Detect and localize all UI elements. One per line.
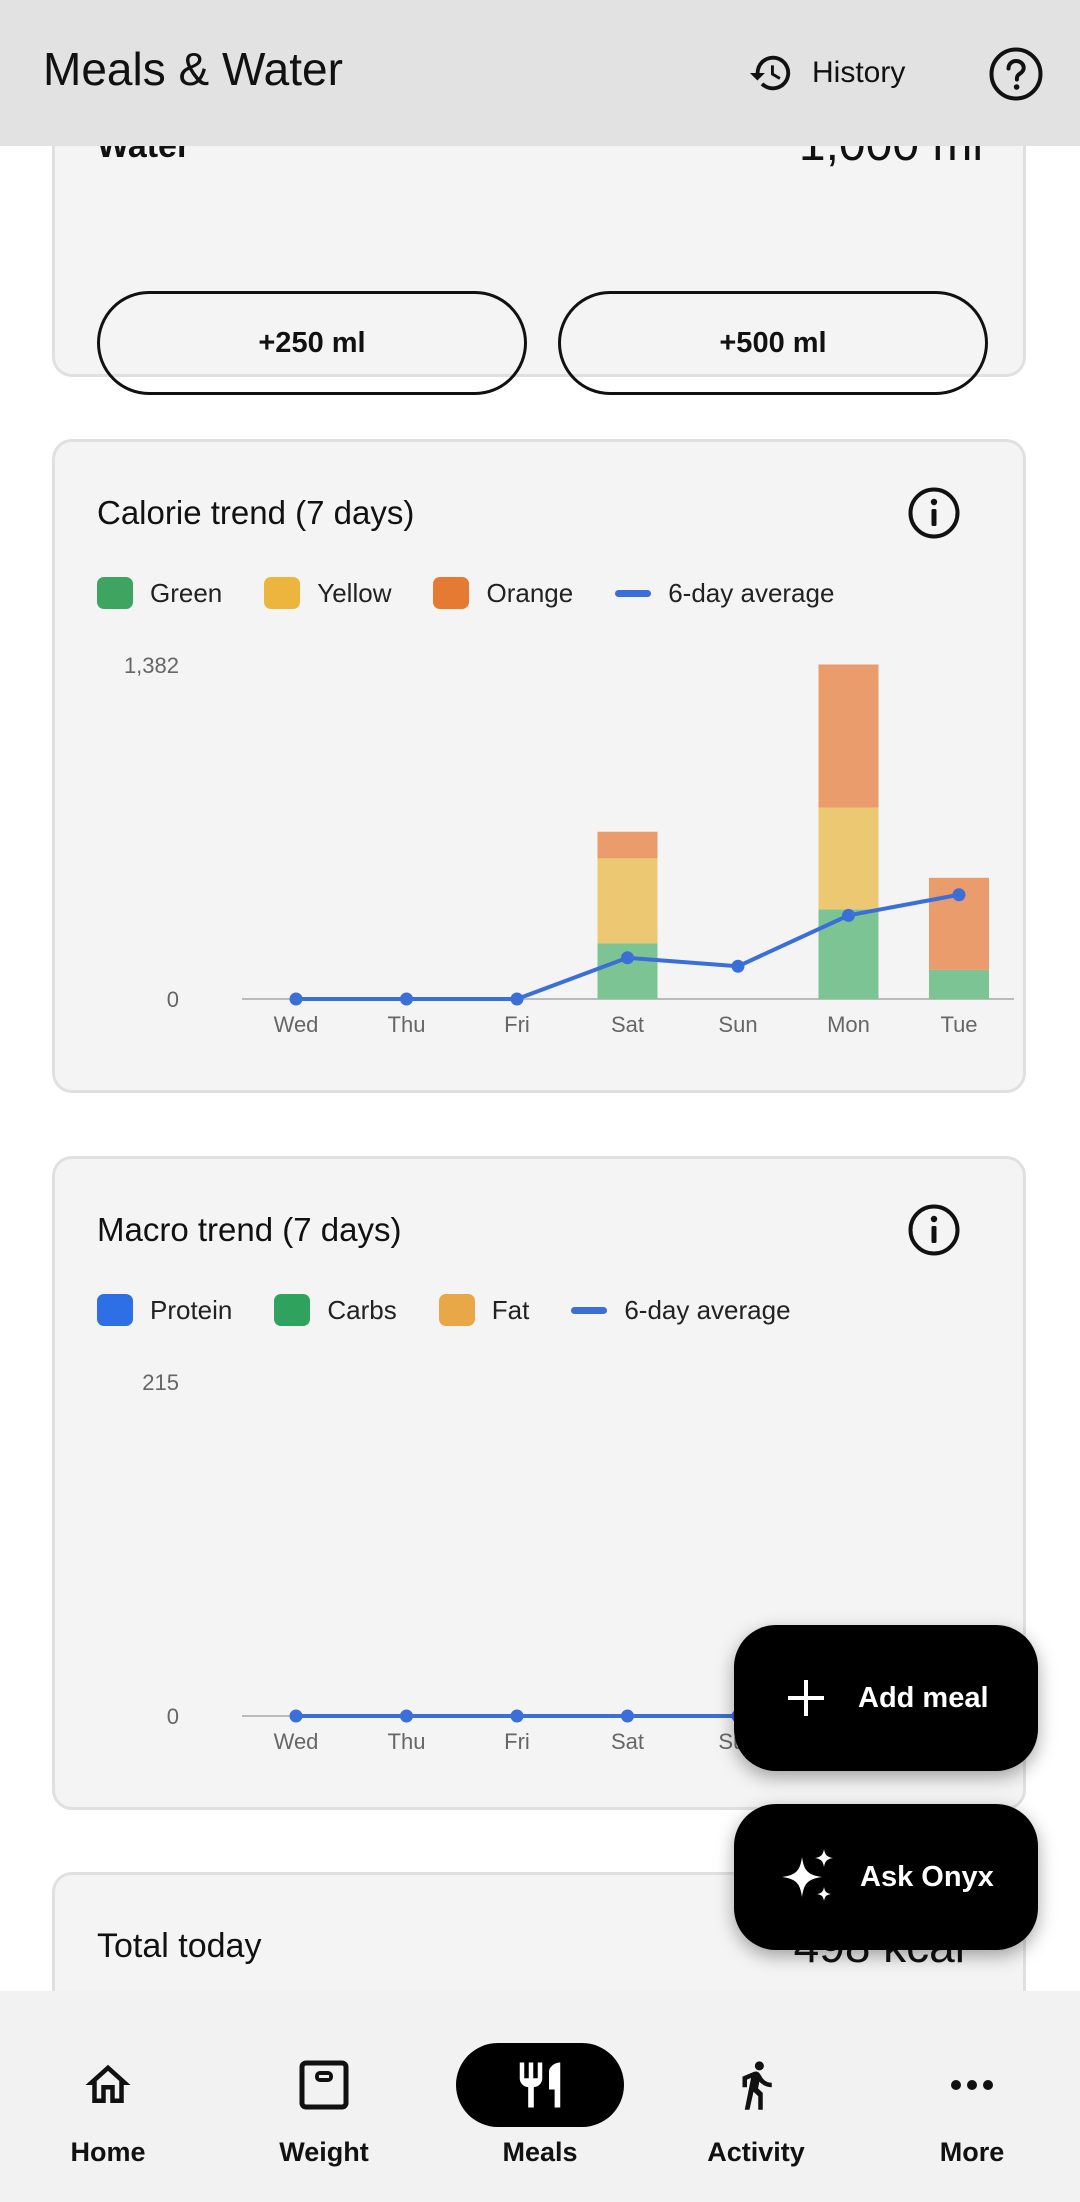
walking-icon	[742, 2061, 772, 2110]
average-point	[289, 1709, 303, 1723]
average-point	[842, 908, 855, 922]
macro-legend: Protein Carbs Fat 6-day average	[97, 1294, 833, 1326]
legend-line	[571, 1306, 608, 1314]
bottom-navigation: Home Weight Meals Activity	[0, 1991, 1080, 2202]
help-icon[interactable]	[988, 46, 1044, 102]
average-point	[731, 959, 745, 973]
history-label: History	[812, 56, 906, 89]
nav-home[interactable]: Home	[0, 1991, 216, 2202]
legend-swatch	[97, 577, 133, 609]
history-button[interactable]: History	[748, 46, 905, 100]
average-point	[621, 1709, 634, 1723]
x-tick-label: Fri	[504, 1012, 530, 1037]
add-meal-label: Add meal	[858, 1681, 989, 1714]
legend-swatch	[438, 1294, 475, 1326]
average-point	[289, 992, 303, 1006]
average-point	[400, 1709, 413, 1723]
macro-trend-title: Macro trend (7 days)	[97, 1211, 402, 1248]
average-point	[621, 951, 634, 965]
x-tick-label: Sat	[611, 1012, 644, 1037]
x-tick-label: Wed	[274, 1729, 319, 1754]
x-tick-label: Sun	[718, 1012, 757, 1037]
x-tick-label: Thu	[388, 1729, 426, 1754]
restaurant-icon	[519, 2062, 561, 2108]
nav-label: Weight	[279, 2137, 369, 2167]
y-axis-max-label: 215	[142, 1370, 179, 1395]
legend-label: Carbs	[327, 1294, 397, 1325]
legend-label: Green	[150, 577, 223, 608]
bar-segment-yellow	[597, 858, 658, 944]
bar-segment-orange	[597, 831, 658, 859]
average-point	[510, 1709, 524, 1723]
legend-fat: Fat	[438, 1294, 530, 1326]
legend-average: 6-day average	[615, 578, 834, 609]
legend-swatch	[274, 1294, 311, 1326]
legend-label: 6-day average	[624, 1294, 791, 1325]
x-tick-label: Thu	[388, 1012, 426, 1037]
add-500ml-button[interactable]: +500 ml	[558, 291, 988, 395]
x-tick-label: Fri	[504, 1729, 530, 1754]
home-icon	[85, 2064, 131, 2103]
nav-label: Meals	[502, 2137, 578, 2167]
x-tick-label: Tue	[940, 1012, 977, 1037]
info-icon[interactable]	[907, 486, 961, 540]
x-tick-label: Wed	[274, 1012, 319, 1037]
legend-swatch	[433, 577, 470, 609]
bar-segment-orange	[818, 664, 879, 808]
nav-meals[interactable]: Meals	[432, 1991, 648, 2202]
legend-green: Green	[97, 577, 222, 609]
legend-average: 6-day average	[571, 1294, 791, 1326]
nav-weight[interactable]: Weight	[216, 1991, 432, 2202]
y-axis-zero-label: 0	[167, 1704, 179, 1729]
legend-label: 6-day average	[668, 577, 835, 608]
app-bar: Meals & Water History	[0, 0, 1080, 146]
average-point	[510, 992, 524, 1006]
calorie-trend-title: Calorie trend (7 days)	[97, 494, 415, 531]
legend-label: Fat	[491, 1294, 530, 1325]
x-tick-label: Sat	[611, 1729, 644, 1754]
ask-onyx-label: Ask Onyx	[860, 1860, 994, 1893]
total-today-label: Total today	[97, 1927, 262, 1965]
average-point	[400, 992, 413, 1006]
bar-segment-green	[929, 969, 989, 999]
legend-yellow: Yellow	[264, 577, 391, 609]
calorie-legend: Green Yellow Orange 6-day average	[97, 577, 876, 609]
calorie-chart: 1,382 0 Wed Thu Fri Sat Sun Mon Tue	[124, 653, 1014, 1037]
more-horizontal-icon	[951, 2080, 993, 2090]
nav-label: Home	[70, 2137, 146, 2167]
legend-swatch	[264, 577, 301, 609]
ask-onyx-button[interactable]: Ask Onyx	[734, 1804, 1038, 1950]
page-title: Meals & Water	[43, 43, 343, 95]
scale-icon	[299, 2060, 349, 2110]
sparkle-icon	[782, 1849, 833, 1901]
legend-label: Protein	[150, 1294, 233, 1325]
legend-protein: Protein	[97, 1294, 232, 1326]
history-icon	[749, 55, 791, 91]
add-meal-button[interactable]: Add meal	[734, 1625, 1038, 1771]
y-axis-max-label: 1,382	[124, 653, 179, 678]
x-tick-label: Mon	[827, 1012, 870, 1037]
legend-carbs: Carbs	[274, 1294, 397, 1326]
legend-orange: Orange	[433, 577, 573, 609]
add-250ml-button[interactable]: +250 ml	[97, 291, 527, 395]
legend-swatch	[97, 1294, 133, 1326]
nav-label: More	[939, 2137, 1005, 2167]
bar-segment-green	[818, 909, 879, 999]
bar-segment-yellow	[818, 807, 879, 910]
average-point	[952, 888, 966, 902]
plus-icon	[788, 1680, 824, 1716]
nav-more[interactable]: More	[864, 1991, 1080, 2202]
legend-label: Orange	[486, 577, 574, 608]
y-axis-zero-label: 0	[167, 987, 179, 1012]
nav-activity[interactable]: Activity	[648, 1991, 864, 2202]
nav-label: Activity	[707, 2137, 805, 2167]
legend-line	[615, 589, 652, 597]
info-icon[interactable]	[907, 1203, 961, 1257]
legend-label: Yellow	[317, 577, 392, 608]
calorie-trend-card: Calorie trend (7 days) Green Yellow Oran…	[52, 439, 1026, 1093]
